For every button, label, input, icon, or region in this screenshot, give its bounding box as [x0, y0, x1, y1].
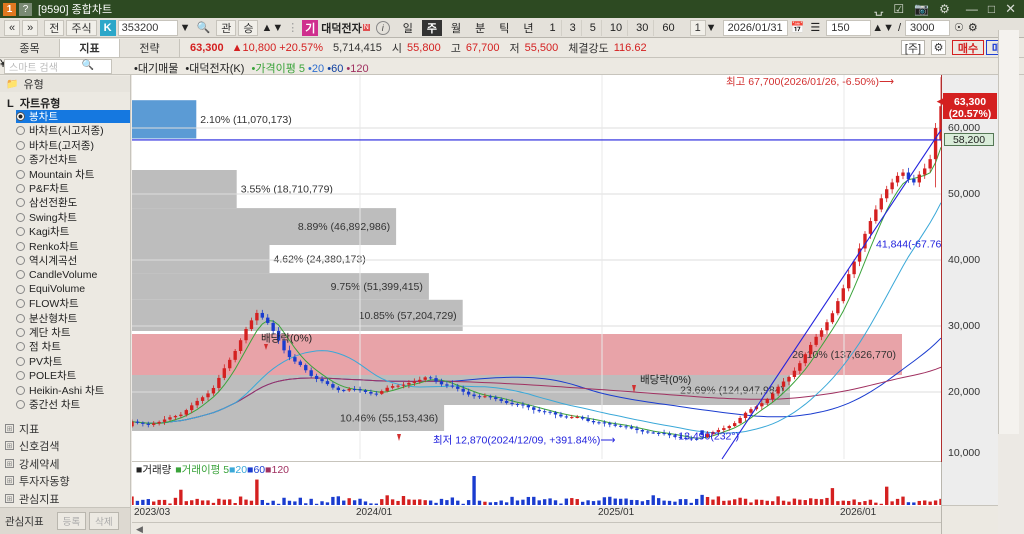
svg-text:↑13,490(232°): ↑13,490(232°) — [673, 431, 739, 443]
svg-text:배당락(0%): 배당락(0%) — [261, 332, 312, 344]
svg-text:10.85% (57,204,729): 10.85% (57,204,729) — [359, 310, 457, 322]
svg-text:2.10% (11,070,173): 2.10% (11,070,173) — [200, 114, 291, 126]
svg-text:9.75% (51,399,415): 9.75% (51,399,415) — [331, 281, 423, 293]
svg-text:최저 12,870(2024/12/09, +391.84%: 최저 12,870(2024/12/09, +391.84%)⟶ — [433, 435, 616, 447]
svg-text:41,844(-67.76%): 41,844(-67.76%) — [876, 238, 941, 250]
svg-text:23.69% (124,947,984): 23.69% (124,947,984) — [680, 385, 784, 397]
svg-text:10.46% (55,153,436): 10.46% (55,153,436) — [340, 413, 438, 425]
svg-text:배당락(0%): 배당락(0%) — [640, 374, 691, 386]
svg-text:8.89% (46,892,986): 8.89% (46,892,986) — [298, 221, 390, 233]
